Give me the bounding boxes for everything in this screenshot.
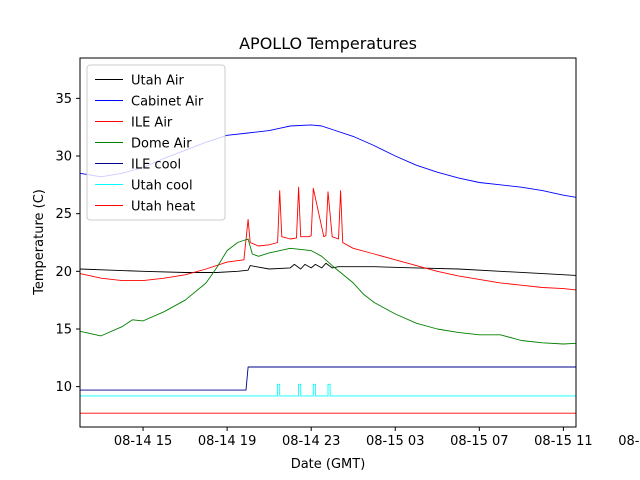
- legend-entry-label: ILE Air: [131, 116, 173, 131]
- legend-entry-label: Utah Air: [131, 74, 184, 89]
- x-axis: 08-14 15 08-14 19 08-14 23 08-15 03 08-15 07…: [114, 427, 640, 449]
- legend-entry-label: Utah heat: [131, 200, 195, 215]
- x-tick-label: 08-15 07: [450, 434, 508, 449]
- legend-entry-label: Utah cool: [131, 179, 193, 194]
- y-tick-label: 35: [55, 92, 72, 107]
- y-axis-label: Temperature (C): [32, 189, 47, 296]
- legend-box: [86, 64, 226, 221]
- y-tick-label: 15: [55, 322, 72, 337]
- chart-title: APOLLO Temperatures: [239, 34, 417, 53]
- legend-entry-label: Dome Air: [131, 137, 192, 152]
- y-tick-label: 25: [55, 207, 72, 222]
- legend-entry-label: Cabinet Air: [131, 95, 204, 110]
- x-axis-label: Date (GMT): [291, 457, 366, 472]
- y-tick-label: 20: [55, 265, 72, 280]
- y-tick-label: 10: [55, 380, 72, 395]
- series-line-utah-air: [80, 262, 576, 276]
- x-tick-label: 08-15 15: [618, 434, 640, 449]
- x-tick-label: 08-14 15: [114, 434, 172, 449]
- series-line-dome-air: [80, 238, 576, 345]
- x-tick-label: 08-15 03: [366, 434, 424, 449]
- series-line-ile-cool: [80, 366, 576, 391]
- legend-entry-label: ILE cool: [131, 158, 181, 173]
- x-tick-label: 08-14 19: [198, 434, 256, 449]
- plot-area-frame: [79, 57, 577, 428]
- legend: Utah Air Cabinet Air ILE Air Dome Air ILE co…: [86, 64, 226, 221]
- series-line-ile-air: [80, 186, 576, 291]
- x-tick-label: 08-15 11: [534, 434, 592, 449]
- x-tick-label: 08-14 23: [282, 434, 340, 449]
- series-line-utah-cool: [80, 383, 576, 397]
- y-axis: 10 15 20 25 30 35: [55, 92, 80, 395]
- y-tick-label: 30: [55, 150, 72, 165]
